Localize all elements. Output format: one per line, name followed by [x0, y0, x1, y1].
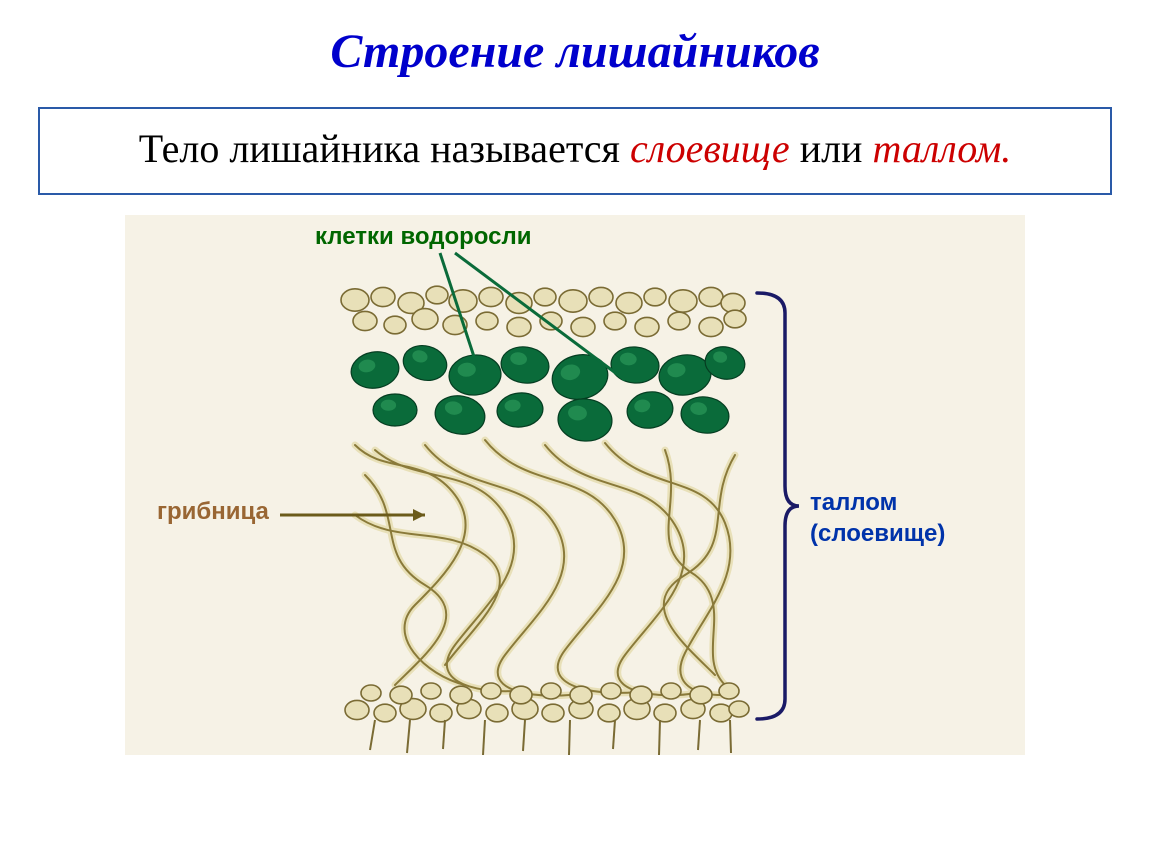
label-algae-cells: клетки водоросли: [315, 223, 531, 251]
diagram-svg: [125, 215, 1025, 755]
label-thallus-line1: таллом: [810, 489, 897, 516]
page-title: Строение лишайников: [0, 0, 1150, 79]
subtitle-em1: слоевище: [630, 126, 790, 171]
subtitle-text: Тело лишайника называется слоевище или т…: [58, 123, 1092, 175]
subtitle-panel: Тело лишайника называется слоевище или т…: [38, 107, 1112, 195]
label-thallus-line2: (слоевище): [810, 520, 945, 547]
subtitle-part1: Тело лишайника называется: [139, 126, 630, 171]
label-mycelium: грибница: [157, 498, 269, 526]
subtitle-em2: таллом.: [872, 126, 1011, 171]
lichen-diagram: клетки водоросли грибница таллом (слоеви…: [125, 215, 1025, 755]
subtitle-part2: или: [790, 126, 873, 171]
label-thallus: таллом (слоевище): [810, 487, 945, 549]
